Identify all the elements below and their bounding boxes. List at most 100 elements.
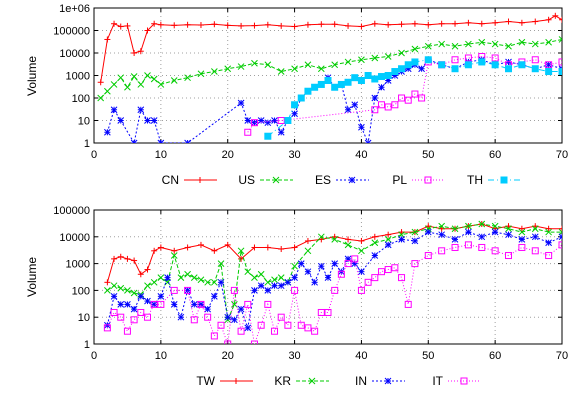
data-point <box>371 94 379 102</box>
data-point <box>111 20 118 27</box>
legend-item-pl: PL <box>392 173 445 187</box>
data-point <box>378 83 385 91</box>
data-point <box>291 274 298 281</box>
data-point <box>144 27 151 34</box>
data-point <box>244 300 252 308</box>
y-tick-label: 1000 <box>66 259 90 271</box>
data-point <box>170 252 178 259</box>
series-top <box>97 12 562 143</box>
data-point <box>531 65 539 73</box>
data-point <box>371 239 379 247</box>
data-point <box>371 106 379 114</box>
data-point <box>244 324 252 332</box>
data-point <box>190 316 198 324</box>
x-tick-label: 40 <box>355 350 367 362</box>
data-point <box>371 54 379 62</box>
series-us <box>97 36 562 102</box>
legend-label: TW <box>196 374 215 388</box>
data-point <box>311 327 319 335</box>
data-point <box>238 22 245 29</box>
series-line <box>100 38 562 99</box>
data-point <box>284 117 292 124</box>
data-point <box>418 94 426 102</box>
data-point <box>531 225 539 233</box>
data-point <box>558 228 562 236</box>
data-point <box>345 236 352 243</box>
data-point <box>251 274 258 281</box>
data-point <box>317 65 325 73</box>
data-point <box>424 42 432 50</box>
legend-label: IT <box>432 374 443 388</box>
data-point <box>250 340 258 344</box>
data-point <box>371 274 379 282</box>
x-ticks-bottom: 0 10 20 30 40 50 60 70 <box>91 210 568 362</box>
data-point <box>464 61 472 69</box>
data-point <box>124 83 131 91</box>
legend-marker <box>308 377 316 385</box>
data-point <box>518 38 526 46</box>
data-point <box>204 313 212 321</box>
data-point <box>465 40 472 48</box>
data-point <box>358 123 365 131</box>
x-tick-label: 70 <box>556 350 568 362</box>
data-point <box>251 59 258 67</box>
data-point <box>452 20 459 27</box>
data-point <box>123 327 131 335</box>
data-point <box>117 117 125 124</box>
data-point <box>324 76 332 84</box>
data-point <box>344 241 352 249</box>
data-point <box>170 77 178 84</box>
legend-marker <box>197 177 203 183</box>
data-point <box>331 61 339 69</box>
data-point <box>491 247 499 255</box>
data-point <box>150 300 158 308</box>
data-point <box>545 61 553 69</box>
data-point <box>438 222 446 230</box>
legend-label: TH <box>467 173 483 187</box>
data-point <box>150 75 158 83</box>
data-point <box>111 255 118 262</box>
data-point <box>130 73 138 80</box>
data-point <box>171 247 178 254</box>
x-tick-label: 10 <box>155 350 167 362</box>
data-point <box>104 87 111 95</box>
data-point <box>404 300 412 308</box>
data-point <box>424 228 432 236</box>
data-point <box>297 94 305 102</box>
data-point <box>284 278 292 286</box>
data-point <box>377 268 385 276</box>
data-point <box>465 19 472 26</box>
data-point <box>257 282 265 290</box>
data-point <box>251 22 258 29</box>
data-point <box>505 231 512 239</box>
data-point <box>559 16 562 23</box>
data-point <box>144 266 151 273</box>
data-point <box>264 132 272 140</box>
data-point <box>278 22 285 29</box>
data-point <box>224 22 231 29</box>
data-point <box>311 278 318 286</box>
data-point <box>478 220 486 228</box>
data-point <box>331 21 338 28</box>
data-point <box>478 233 486 241</box>
data-point <box>184 286 192 294</box>
data-point <box>150 301 158 308</box>
data-point <box>237 305 245 313</box>
data-point <box>144 297 151 305</box>
data-point <box>505 225 512 233</box>
data-point <box>464 241 472 249</box>
data-point <box>257 321 265 329</box>
data-point <box>358 237 365 244</box>
data-point <box>344 58 352 66</box>
data-point <box>377 101 385 109</box>
data-point <box>559 225 562 232</box>
data-point <box>384 72 392 79</box>
data-point <box>137 48 144 55</box>
data-point <box>291 23 298 30</box>
data-point <box>237 247 245 255</box>
data-point <box>170 301 178 308</box>
legend-item-it: IT <box>432 374 481 388</box>
data-point <box>197 70 205 78</box>
data-point <box>451 42 459 50</box>
data-point <box>190 274 198 281</box>
